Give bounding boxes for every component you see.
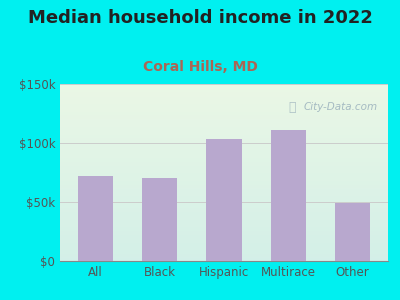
Text: City-Data.com: City-Data.com	[304, 102, 378, 112]
Text: Median household income in 2022: Median household income in 2022	[28, 9, 372, 27]
Bar	[142, 178, 177, 261]
Text: Coral Hills, MD: Coral Hills, MD	[142, 60, 258, 74]
Bar	[335, 203, 370, 261]
Bar	[206, 140, 242, 261]
Text: ⦾: ⦾	[289, 101, 296, 114]
Bar	[78, 176, 113, 261]
Bar	[271, 130, 306, 261]
